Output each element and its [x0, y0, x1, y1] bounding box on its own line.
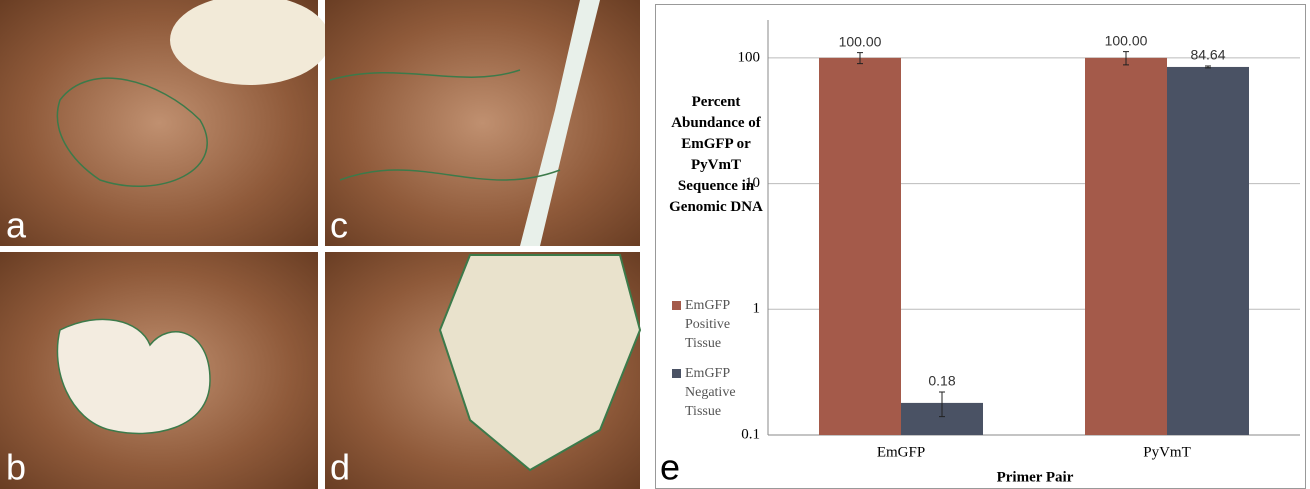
y-tick-label: 0.1 — [741, 426, 760, 442]
panel-label: e — [660, 447, 680, 488]
x-axis-title: Primer Pair — [997, 469, 1074, 485]
panel-label: b — [6, 447, 26, 488]
legend-label: EmGFP Negative Tissue — [685, 364, 742, 421]
y-tick-label: 100 — [738, 49, 761, 65]
legend-swatch — [672, 369, 681, 378]
bar — [1167, 67, 1249, 435]
bar — [1085, 58, 1167, 435]
figure: a b c d e Primer Pair 0.1110100EmGFP100.… — [0, 0, 1310, 489]
legend-item: EmGFP Positive Tissue — [672, 296, 742, 353]
legend-item: EmGFP Negative Tissue — [672, 364, 742, 421]
page: a b c d e Primer Pair 0.1110100EmGFP100.… — [0, 0, 1310, 489]
y-tick-label: 1 — [753, 301, 761, 317]
panel-label: c — [330, 205, 348, 246]
panel-label: a — [6, 205, 27, 246]
value-label: 100.00 — [1105, 32, 1148, 48]
legend-swatch — [672, 301, 681, 310]
x-tick-label: PyVmT — [1143, 444, 1191, 460]
value-label: 100.00 — [839, 33, 882, 49]
value-label: 84.64 — [1190, 47, 1225, 63]
value-label: 0.18 — [928, 373, 955, 389]
micrograph — [325, 0, 640, 246]
panel-label: d — [330, 447, 350, 488]
bar — [819, 58, 901, 435]
legend-label: EmGFP Positive Tissue — [685, 296, 742, 353]
y-axis-title: Percent Abundance of EmGFP or PyVmT Sequ… — [668, 92, 764, 218]
x-tick-label: EmGFP — [877, 444, 925, 460]
